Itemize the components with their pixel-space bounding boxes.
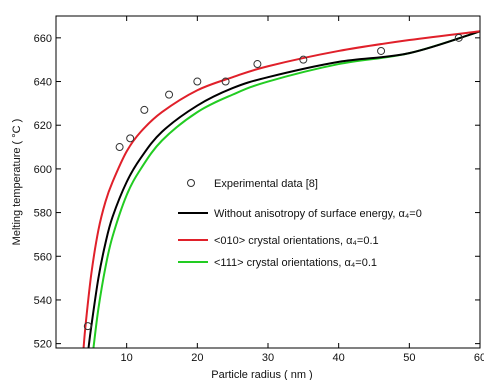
data-point bbox=[126, 134, 135, 143]
y-tick-label: 520 bbox=[34, 339, 52, 351]
series-markers bbox=[83, 33, 463, 331]
x-tick-label: 60 bbox=[474, 352, 484, 364]
y-tick-label: 640 bbox=[34, 77, 52, 89]
series-lines bbox=[82, 30, 480, 348]
x-axis-label: Particle radius ( nm ) bbox=[211, 369, 312, 380]
y-tick-label: 540 bbox=[34, 295, 52, 307]
legend: Experimental data [8] Without anisotropy… bbox=[177, 168, 465, 269]
data-point bbox=[165, 90, 174, 99]
data-point bbox=[140, 105, 149, 114]
y-tick-label: 660 bbox=[34, 33, 52, 45]
legend-marker-experimental bbox=[187, 179, 195, 187]
data-point bbox=[115, 143, 124, 152]
x-tick-label: 20 bbox=[191, 352, 203, 364]
legend-box bbox=[177, 168, 465, 264]
x-tick-label: 40 bbox=[333, 352, 345, 364]
x-tick-label: 10 bbox=[121, 352, 133, 364]
series-line-1 bbox=[87, 30, 480, 348]
legend-label-experimental: Experimental data [8] bbox=[214, 178, 318, 190]
data-point bbox=[377, 46, 386, 55]
data-point bbox=[454, 33, 463, 42]
data-point bbox=[299, 55, 308, 64]
y-tick-label: 620 bbox=[34, 120, 52, 132]
x-tick-label: 50 bbox=[403, 352, 415, 364]
y-axis-label: Melting temperature ( °C ) bbox=[11, 119, 23, 246]
legend-label-111: <111> crystal orientations, α₄=0.1 bbox=[214, 257, 377, 269]
legend-label-no-anisotropy: Without anisotropy of surface energy, α₄… bbox=[214, 208, 422, 220]
data-point bbox=[193, 77, 202, 86]
data-point bbox=[83, 322, 92, 331]
data-point bbox=[221, 77, 230, 86]
series-line-2 bbox=[82, 30, 480, 348]
y-tick-label: 580 bbox=[34, 208, 52, 220]
legend-label-010: <010> crystal orientations, α₄=0.1 bbox=[214, 235, 379, 247]
x-tick-label: 30 bbox=[262, 352, 274, 364]
axis-ticks bbox=[56, 16, 481, 348]
y-tick-label: 560 bbox=[34, 251, 52, 263]
tick-labels: 10 20 30 40 50 60 520 540 560 580 600 620 640 660 bbox=[34, 33, 484, 364]
data-point bbox=[253, 60, 262, 69]
y-tick-label: 600 bbox=[34, 164, 52, 176]
series-line-3 bbox=[92, 30, 480, 348]
